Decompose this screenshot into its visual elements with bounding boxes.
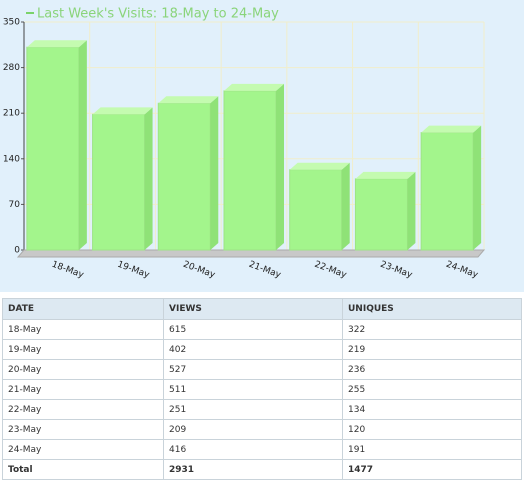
table-cell: 21-May [2, 379, 164, 400]
table-row: 19-May 402 219 [2, 339, 522, 360]
bar-front [223, 90, 277, 251]
y-tick-label: 70 [9, 200, 21, 210]
table-cell: 120 [342, 419, 522, 440]
table-cell: 134 [342, 399, 522, 420]
column-header: VIEWS [163, 298, 343, 320]
bar [354, 171, 416, 251]
bar-top [224, 83, 284, 91]
total-row: Total 2931 1477 [2, 459, 522, 480]
bar-front [157, 102, 211, 251]
table-cell: 402 [163, 339, 343, 360]
bar-side [78, 40, 87, 250]
table-cell: 20-May [2, 359, 164, 380]
table-row: 24-May 416 191 [2, 439, 522, 460]
total-cell: Total [2, 459, 164, 480]
table-cell: 416 [163, 439, 343, 460]
bar-top [92, 107, 153, 115]
table-cell: 615 [163, 319, 343, 340]
table-row: 23-May 209 120 [2, 419, 522, 440]
table-cell: 23-May [2, 419, 164, 440]
total-cell: 2931 [163, 459, 343, 480]
bar-side [144, 107, 153, 250]
y-tick-label: 350 [3, 18, 20, 28]
bar [420, 125, 482, 251]
column-header: UNIQUES [342, 298, 522, 320]
header-row: DATE VIEWS UNIQUES [2, 298, 522, 320]
table-row: 20-May 527 236 [2, 359, 522, 380]
y-tick-label: 210 [3, 109, 20, 119]
y-tick-label: 0 [14, 246, 20, 256]
bar-top [26, 40, 87, 48]
bar [157, 96, 219, 251]
table-cell: 22-May [2, 399, 164, 420]
bar [92, 107, 153, 251]
y-tick-label: 280 [3, 63, 20, 73]
bar-top [421, 125, 482, 133]
table-cell: 24-May [2, 439, 164, 460]
bar-side [473, 125, 482, 250]
table-row: 21-May 511 255 [2, 379, 522, 400]
table-cell: 511 [163, 379, 343, 400]
table-cell: 209 [163, 419, 343, 440]
bar-side [407, 171, 416, 250]
table-cell: 19-May [2, 339, 164, 360]
table-cell: 236 [342, 359, 522, 380]
table-body: 18-May 615 322 19-May 402 219 20-May 527 236 21-M… [2, 319, 522, 480]
table-cell: 322 [342, 319, 522, 340]
table-row: 22-May 251 134 [2, 399, 522, 420]
table-cell: 251 [163, 399, 343, 420]
bar-top [355, 171, 416, 179]
table-cell: 255 [342, 379, 522, 400]
table-cell: 191 [342, 439, 522, 460]
chart: Last Week's Visits: 18-May to 24-May 0 70… [0, 0, 524, 292]
bar [26, 40, 87, 251]
bar-front [26, 46, 80, 251]
bar [223, 83, 284, 251]
table-row: 18-May 615 322 [2, 319, 522, 340]
bar-front [289, 169, 343, 251]
floor [16, 249, 486, 258]
data-table: DATE VIEWS UNIQUES 18-May 615 322 19-May 402 21… [2, 298, 522, 480]
bar-front [354, 178, 408, 251]
column-header: DATE [2, 298, 164, 320]
bar-top [158, 96, 219, 104]
bar-side [276, 83, 284, 250]
total-cell: 1477 [342, 459, 522, 480]
bar-side [210, 96, 219, 251]
bar-top [289, 162, 350, 170]
table-cell: 18-May [2, 319, 164, 340]
bar-side [341, 162, 350, 250]
bar [289, 162, 350, 251]
table-cell: 527 [163, 359, 343, 380]
y-tick-label: 140 [3, 154, 20, 164]
bar-front [92, 113, 146, 251]
bar-front [420, 132, 474, 251]
chart-title: Last Week's Visits: 18-May to 24-May [37, 7, 279, 22]
table-cell: 219 [342, 339, 522, 360]
